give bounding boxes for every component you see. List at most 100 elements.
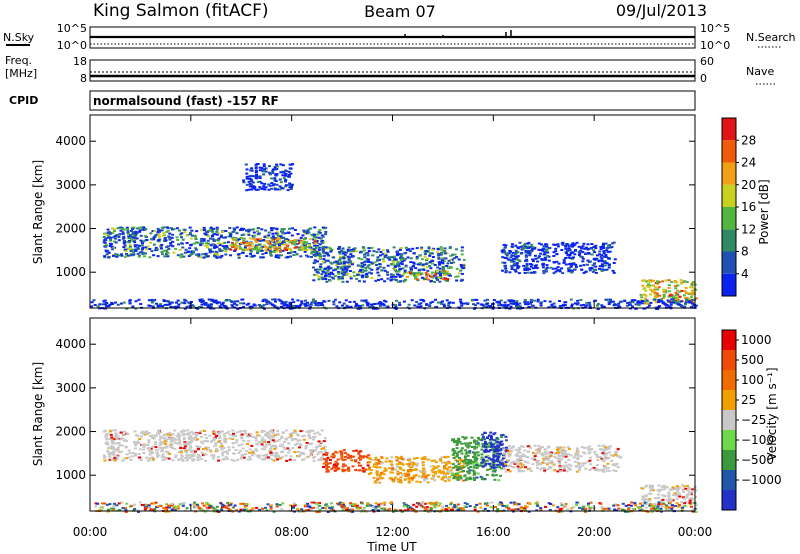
echo-cell <box>340 267 344 270</box>
echo-cell <box>358 469 362 472</box>
echo-cell <box>363 256 367 259</box>
echo-cell <box>431 259 435 262</box>
echo-cell <box>106 443 109 446</box>
colorbar-tick-label: 16 <box>741 200 756 214</box>
echo-cell <box>294 305 298 308</box>
echo-cell <box>679 281 683 284</box>
echo-cell <box>599 456 602 458</box>
echo-cell <box>572 262 576 265</box>
echo-cell <box>279 171 283 174</box>
echo-cell <box>584 270 588 273</box>
echo-cell <box>361 467 365 470</box>
echo-cell <box>245 189 249 192</box>
echo-cell <box>277 242 281 245</box>
echo-cell <box>417 273 421 276</box>
echo-cell <box>654 300 657 302</box>
echo-cell <box>446 278 450 281</box>
echo-cell <box>426 266 429 269</box>
echo-cell <box>119 226 123 229</box>
echo-cell <box>447 272 451 275</box>
echo-cell <box>377 274 381 277</box>
echo-cell <box>660 501 664 504</box>
echo-cell <box>344 270 348 273</box>
echo-cell <box>162 226 165 229</box>
echo-cell <box>313 251 317 254</box>
echo-cell <box>185 455 189 458</box>
echo-cell <box>464 458 468 461</box>
echo-cell <box>325 505 329 507</box>
echo-cell <box>602 444 606 447</box>
echo-cell <box>581 462 585 465</box>
echo-cell <box>245 244 249 247</box>
echo-cell <box>489 441 493 444</box>
echo-cell <box>576 454 580 457</box>
echo-cell <box>104 435 108 438</box>
echo-cell <box>500 434 503 437</box>
echo-cell <box>281 164 285 167</box>
echo-cell <box>497 479 501 482</box>
echo-cell <box>182 433 186 436</box>
echo-cell <box>139 459 143 461</box>
echo-cell <box>145 456 149 459</box>
echo-cell <box>400 254 404 257</box>
echo-cell <box>285 256 289 259</box>
echo-cell <box>460 265 464 268</box>
echo-cell <box>581 245 585 248</box>
echo-cell <box>181 459 185 462</box>
echo-cell <box>502 465 506 468</box>
echo-cell <box>113 459 117 462</box>
echo-cell <box>589 267 593 269</box>
echo-cell <box>413 457 416 460</box>
echo-cell <box>380 457 384 460</box>
echo-cell <box>316 506 320 509</box>
echo-cell <box>374 458 378 461</box>
echo-cell <box>218 434 221 437</box>
echo-cell <box>678 303 682 306</box>
echo-cell <box>133 442 137 445</box>
echo-cell <box>426 257 429 260</box>
echo-cell <box>192 454 196 457</box>
echo-cell <box>303 299 307 302</box>
echo-cell <box>666 499 669 502</box>
echo-cell <box>276 455 280 458</box>
echo-cell <box>314 243 318 245</box>
echo-cell <box>102 454 106 457</box>
echo-cell <box>262 173 266 176</box>
echo-cell <box>241 447 245 450</box>
echo-cell <box>231 446 235 449</box>
echo-cell <box>301 249 305 252</box>
echo-cell <box>403 478 407 481</box>
echo-cell <box>603 261 607 264</box>
echo-cell <box>602 457 606 460</box>
echo-cell <box>584 252 588 255</box>
echo-cell <box>129 235 133 238</box>
echo-cell <box>136 252 140 255</box>
echo-cell <box>270 227 273 230</box>
echo-cell <box>182 447 186 450</box>
echo-cell <box>564 245 568 248</box>
echo-cell <box>372 465 376 468</box>
echo-cell <box>322 447 325 449</box>
echo-cell <box>607 303 611 306</box>
echo-cell <box>248 185 252 188</box>
echo-cell <box>352 300 356 303</box>
echo-cell <box>552 243 556 246</box>
echo-cell <box>375 302 379 305</box>
echo-cell <box>145 248 149 251</box>
echo-cell <box>364 468 368 471</box>
echo-cell <box>137 254 141 257</box>
echo-cell <box>491 307 495 310</box>
echo-cell <box>442 278 446 281</box>
echo-cell <box>264 229 268 232</box>
echo-cell <box>396 473 400 476</box>
echo-cell <box>287 173 291 176</box>
echo-cell <box>418 470 422 473</box>
echo-cell <box>367 261 371 263</box>
echo-cell <box>319 237 323 240</box>
echo-cell <box>342 252 345 255</box>
echo-cell <box>651 489 655 492</box>
echo-cell <box>380 278 384 281</box>
echo-cell <box>357 464 361 467</box>
echo-cell <box>172 437 176 440</box>
echo-cell <box>181 458 185 461</box>
